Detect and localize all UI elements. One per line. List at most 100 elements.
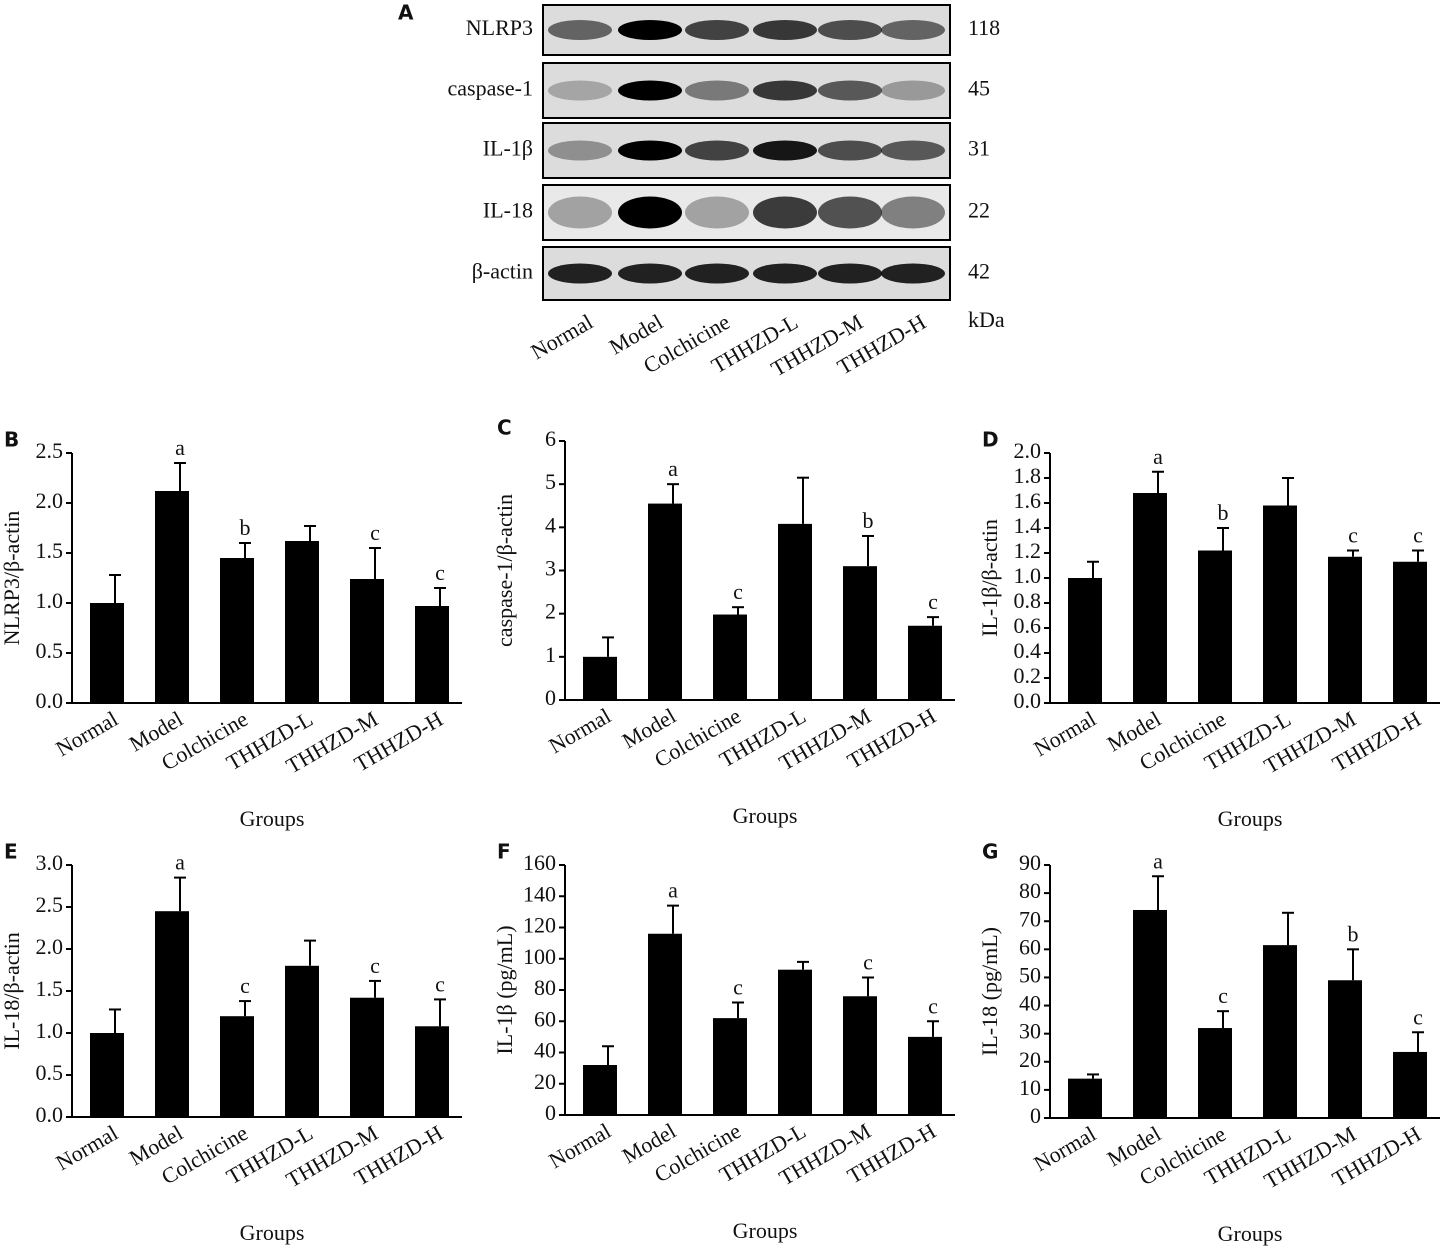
panel-letter: E xyxy=(4,840,18,864)
bar xyxy=(415,606,449,703)
bar xyxy=(1328,980,1362,1118)
y-axis-label: IL-1β/β-actin xyxy=(977,519,1002,637)
y-tick-label: 120 xyxy=(523,913,556,938)
blot-kda: 42 xyxy=(968,259,990,284)
significance-label: b xyxy=(1348,921,1359,946)
y-axis-label: NLRP3/β-actin xyxy=(0,511,24,646)
y-tick-label: 2.5 xyxy=(36,438,64,463)
blot-band xyxy=(818,140,882,161)
bar xyxy=(648,503,682,700)
panel-letter: F xyxy=(497,840,511,864)
y-tick-label: 5 xyxy=(545,469,556,494)
bar xyxy=(1068,1078,1102,1118)
x-tick-label: Normal xyxy=(51,1120,122,1175)
y-tick-label: 1.0 xyxy=(1014,563,1042,588)
bar xyxy=(648,933,682,1115)
bar xyxy=(908,625,942,700)
significance-label: c xyxy=(435,560,445,585)
blot-band xyxy=(753,196,817,229)
y-tick-label: 0 xyxy=(1030,1103,1041,1128)
bar xyxy=(843,566,877,700)
bar xyxy=(1393,561,1427,703)
y-tick-label: 160 xyxy=(523,850,556,875)
bar xyxy=(778,969,812,1115)
y-tick-label: 0.5 xyxy=(36,1060,64,1085)
blot-band xyxy=(753,80,817,101)
bar xyxy=(1198,550,1232,703)
blot-band xyxy=(548,263,612,284)
y-axis-label: IL-1β (pg/mL) xyxy=(492,925,517,1054)
blot-band xyxy=(685,263,749,284)
y-tick-label: 0.5 xyxy=(36,638,64,663)
significance-label: c xyxy=(435,971,445,996)
blot-band xyxy=(881,80,945,101)
y-tick-label: 1.6 xyxy=(1014,488,1042,513)
bar xyxy=(908,1036,942,1115)
bar xyxy=(778,523,812,700)
y-axis-label: caspase-1/β-actin xyxy=(492,494,517,647)
bar xyxy=(1393,1051,1427,1118)
significance-label: b xyxy=(240,515,251,540)
blot-band xyxy=(618,20,682,40)
y-tick-label: 0.0 xyxy=(36,688,64,713)
y-tick-label: 1.0 xyxy=(36,588,64,613)
blot-row-label: caspase-1 xyxy=(447,76,533,101)
blot-band xyxy=(753,20,817,40)
blot-band xyxy=(881,20,945,40)
y-tick-label: 80 xyxy=(534,975,556,1000)
y-tick-label: 2.0 xyxy=(36,488,64,513)
bar xyxy=(415,1026,449,1117)
blot-band xyxy=(818,80,882,101)
blot-band xyxy=(618,263,682,284)
significance-label: a xyxy=(668,456,678,481)
y-tick-label: 80 xyxy=(1019,878,1041,903)
y-tick-label: 0.6 xyxy=(1014,613,1042,638)
significance-label: c xyxy=(370,953,380,978)
y-tick-label: 0 xyxy=(545,1100,556,1125)
y-tick-label: 20 xyxy=(534,1069,556,1094)
y-tick-label: 40 xyxy=(534,1038,556,1063)
y-tick-label: 60 xyxy=(1019,934,1041,959)
blot-row-label: NLRP3 xyxy=(466,15,533,40)
y-tick-label: 2.0 xyxy=(36,934,64,959)
y-tick-label: 0.0 xyxy=(1014,688,1042,713)
blot-kda: 118 xyxy=(968,15,1000,40)
bar xyxy=(350,579,384,703)
bar xyxy=(220,558,254,703)
blot-kda: 22 xyxy=(968,198,990,223)
x-axis-label: Groups xyxy=(1218,806,1283,831)
panel-letter: D xyxy=(982,428,999,452)
blot-band xyxy=(618,140,682,161)
y-tick-label: 0.4 xyxy=(1014,638,1042,663)
blot-band xyxy=(753,263,817,284)
blot-band xyxy=(548,20,612,40)
significance-label: c xyxy=(1413,523,1423,548)
y-tick-label: 0.0 xyxy=(36,1102,64,1127)
y-tick-label: 3 xyxy=(545,556,556,581)
significance-label: c xyxy=(370,520,380,545)
x-tick-label: Normal xyxy=(51,706,122,761)
significance-label: c xyxy=(928,993,938,1018)
y-tick-label: 70 xyxy=(1019,906,1041,931)
y-tick-label: 3.0 xyxy=(36,850,64,875)
blot-band xyxy=(818,196,882,229)
panel-letter: B xyxy=(4,428,19,452)
bar xyxy=(1068,578,1102,703)
x-axis-label: Groups xyxy=(733,803,798,828)
blot-band xyxy=(881,196,945,229)
significance-label: c xyxy=(733,579,743,604)
x-axis-label: Groups xyxy=(240,806,305,831)
x-axis-label: Groups xyxy=(733,1218,798,1243)
blot-row-label: IL-18 xyxy=(483,198,533,223)
blot-band xyxy=(818,263,882,284)
y-tick-label: 1.0 xyxy=(36,1018,64,1043)
bar xyxy=(90,1033,124,1117)
lane-label: Normal xyxy=(526,309,597,364)
bar xyxy=(1133,909,1167,1118)
y-tick-label: 40 xyxy=(1019,991,1041,1016)
bar xyxy=(285,965,319,1117)
x-axis-label: Groups xyxy=(240,1220,305,1245)
bar xyxy=(155,491,189,703)
y-tick-label: 1.8 xyxy=(1014,463,1042,488)
bar xyxy=(583,656,617,700)
